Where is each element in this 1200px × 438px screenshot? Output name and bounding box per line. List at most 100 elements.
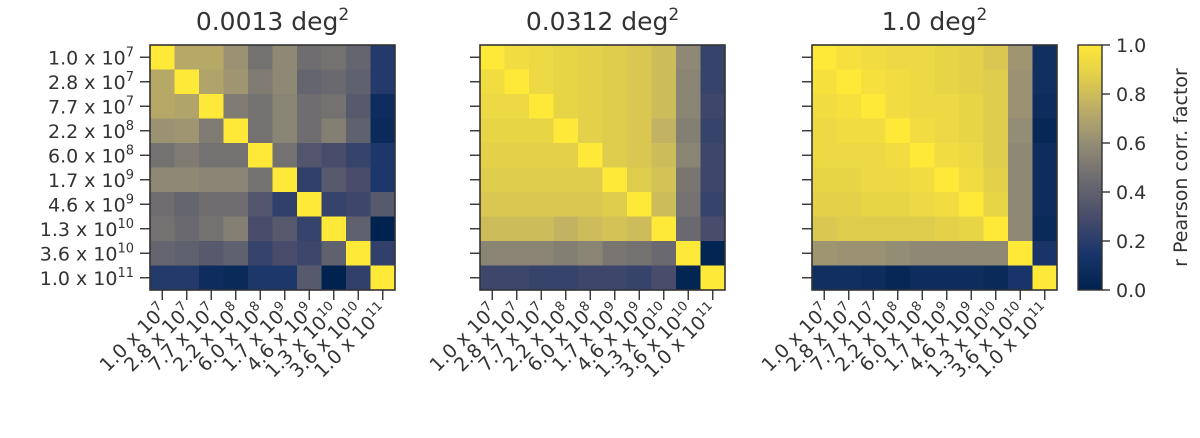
heatmap-cell: [812, 192, 837, 217]
heatmap-cell: [321, 216, 347, 242]
heatmap-cell: [272, 69, 298, 95]
panel-title-base: 1.0 deg: [882, 7, 977, 36]
heatmap-cell: [553, 192, 579, 217]
heatmap-cell: [885, 69, 911, 95]
heatmap-cell: [223, 118, 249, 144]
heatmap-cell: [223, 94, 249, 119]
heatmap-cell: [959, 143, 984, 168]
heatmap-cell: [346, 167, 371, 193]
heatmap-cell: [885, 192, 911, 217]
heatmap-cell: [885, 265, 911, 291]
heatmap-cell: [676, 94, 701, 119]
heatmap-cell: [199, 69, 224, 95]
heatmap-cell: [861, 265, 886, 291]
y-tick-label: 1.7 x 109: [48, 168, 134, 192]
heatmap-cell: [1032, 143, 1058, 168]
heatmap-cell: [651, 241, 677, 266]
heatmap-cell: [346, 192, 371, 217]
heatmap-cell: [627, 265, 652, 291]
heatmap-cell: [174, 241, 200, 266]
heatmap-cell: [370, 143, 396, 168]
heatmap-cell: [836, 118, 862, 144]
heatmap-cell: [602, 94, 628, 119]
heatmap-cell: [1032, 192, 1058, 217]
heatmap-cell: [676, 241, 701, 266]
heatmap-cell: [578, 94, 603, 119]
heatmap-cell: [602, 69, 628, 95]
heatmap-cell: [651, 143, 677, 168]
heatmap-cell: [812, 94, 837, 119]
heatmap-cell: [700, 192, 726, 217]
heatmap-cell: [676, 69, 701, 95]
heatmap-cell: [861, 241, 886, 266]
heatmap-cell: [910, 167, 935, 193]
heatmap-cell: [529, 167, 554, 193]
y-tick-label: 1.0 x 107: [48, 45, 134, 69]
heatmap-cell: [321, 241, 347, 266]
heatmap-cell: [174, 265, 200, 291]
heatmap-cell: [836, 94, 862, 119]
heatmap-cell: [529, 216, 554, 242]
heatmap-cell: [910, 241, 935, 266]
heatmap-cell: [199, 192, 224, 217]
heatmap-cell: [272, 167, 298, 193]
heatmap-cell: [602, 143, 628, 168]
heatmap-cell: [297, 167, 322, 193]
heatmap-cell: [983, 94, 1009, 119]
heatmap-cell: [934, 241, 960, 266]
heatmap-cell: [885, 94, 911, 119]
heatmap-cell: [676, 265, 701, 291]
colorbar-tick-label: 0.4: [1116, 182, 1146, 204]
heatmap-cell: [223, 167, 249, 193]
heatmap-cell: [983, 241, 1009, 266]
heatmap-cell: [861, 167, 886, 193]
heatmap-cell: [480, 45, 505, 70]
heatmap-cell: [602, 265, 628, 291]
heatmap-cell: [174, 143, 200, 168]
heatmap-cell: [885, 216, 911, 242]
heatmap-cell: [174, 118, 200, 144]
heatmap-cell: [370, 216, 396, 242]
heatmap-cell: [199, 216, 224, 242]
heatmap-cell: [553, 143, 579, 168]
heatmap-cell: [934, 45, 960, 70]
heatmap-cell: [504, 216, 530, 242]
heatmap-cell: [910, 192, 935, 217]
colorbar-gradient: [1077, 44, 1103, 291]
heatmap-cell: [480, 94, 505, 119]
heatmap-cell: [627, 69, 652, 95]
heatmap-cell: [553, 118, 579, 144]
colorbar-label: r Pearson corr. factor: [1170, 68, 1192, 267]
heatmap-cell: [959, 265, 984, 291]
panel-title-exponent: 2: [977, 5, 988, 25]
panel-title: 0.0013 deg2: [196, 5, 349, 36]
heatmap-cell: [504, 143, 530, 168]
heatmap-cell: [150, 118, 175, 144]
heatmap-cell: [602, 216, 628, 242]
heatmap-cell: [700, 143, 726, 168]
heatmap-cell: [504, 69, 530, 95]
heatmap-cell: [272, 241, 298, 266]
colorbar: 0.0 0.2 0.4 0.6 0.8 1.0 r Pearson corr. factor: [1077, 35, 1192, 302]
heatmap-cell: [248, 167, 273, 193]
heatmap-cell: [529, 94, 554, 119]
y-tick-label: 1.3 x 1010: [40, 217, 134, 241]
heatmap-cell: [321, 69, 347, 95]
heatmap-cell: [174, 69, 200, 95]
heatmap-cell: [861, 118, 886, 144]
heatmap-cell: [504, 94, 530, 119]
heatmap-cell: [1032, 118, 1058, 144]
heatmap-cell: [700, 45, 726, 70]
heatmap-cell: [602, 45, 628, 70]
heatmap-cell: [983, 69, 1009, 95]
heatmap-cell: [836, 69, 862, 95]
heatmap-cell: [861, 45, 886, 70]
heatmap-cell: [346, 241, 371, 266]
heatmap-cell: [700, 265, 726, 291]
heatmap-cell: [150, 216, 175, 242]
heatmap-cell: [504, 45, 530, 70]
heatmap-cell: [836, 45, 862, 70]
colorbar-tick-label: 1.0: [1116, 35, 1146, 57]
heatmap-cell: [297, 69, 322, 95]
heatmap-cell: [885, 143, 911, 168]
